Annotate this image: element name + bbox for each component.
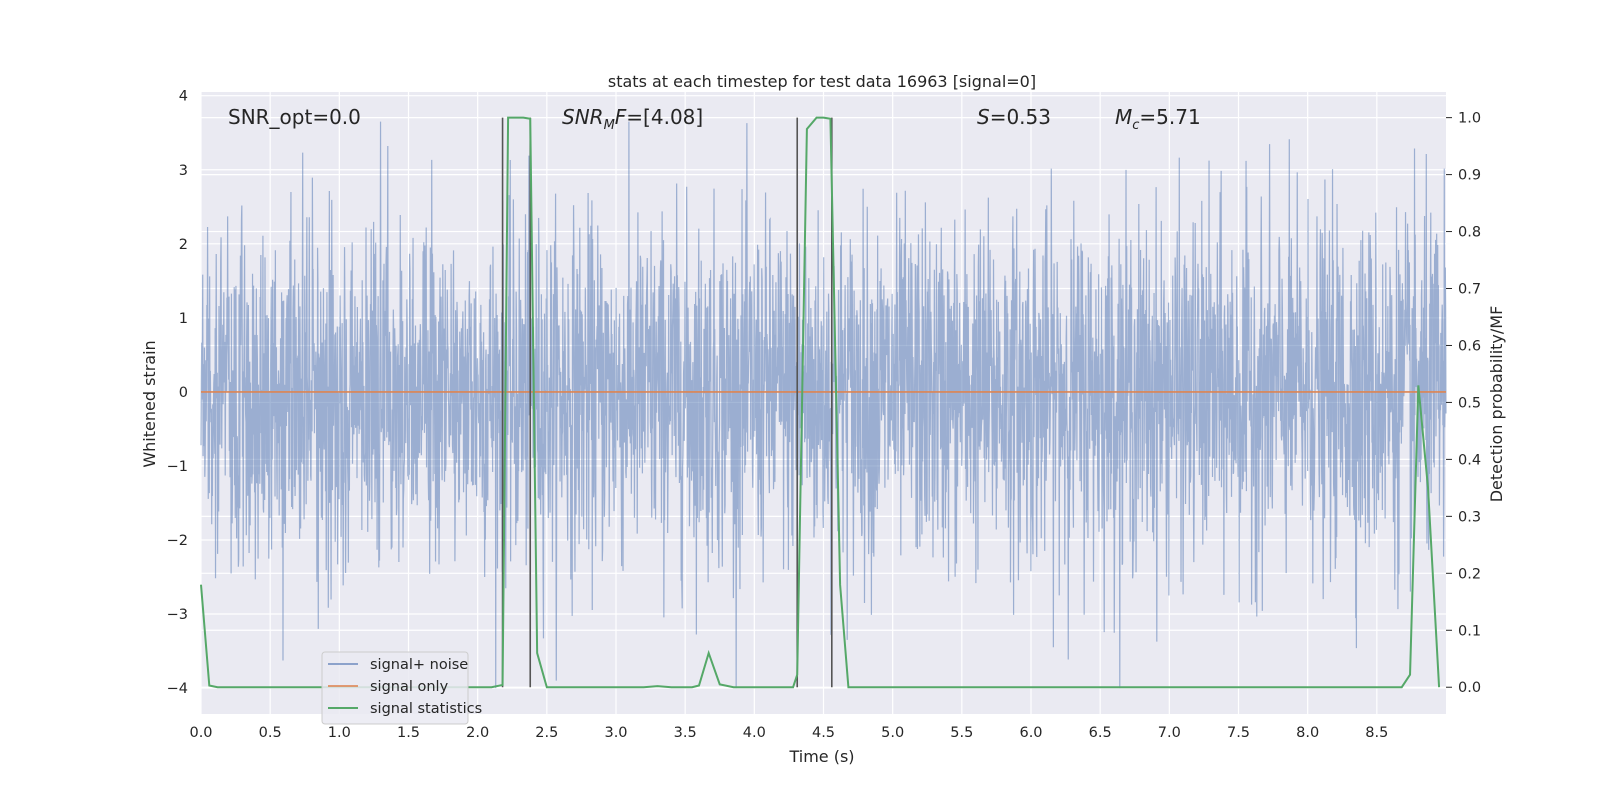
legend-box [321, 651, 469, 725]
x-tick-label: 4.5 [812, 725, 835, 741]
annotation-snr-mf: SNRMF=[4.08] [562, 105, 703, 133]
annotation-snr-opt: SNR_opt=0.0 [228, 105, 361, 129]
y-tick-label: −1 [167, 459, 188, 475]
x-axis-label: Time (s) [788, 747, 854, 766]
legend-label-signal-only: signal only [370, 679, 449, 695]
y-axis-label: Whitened strain [140, 340, 159, 467]
y2-tick-label: 0.2 [1458, 566, 1481, 582]
y2-axis-ticks: 1.0 0.9 0.8 0.7 0.6 0.5 0.4 0.3 0.2 0.1 0.0 [1446, 111, 1481, 696]
x-tick-label: 6.0 [1019, 725, 1042, 741]
vertical-markers [501, 117, 833, 688]
legend: signal+ noise signal only signal statist… [321, 651, 482, 725]
annotation-mc-subscript: c [1132, 118, 1139, 133]
x-tick-label: 1.0 [328, 725, 351, 741]
annotation-s: S=0.53 [977, 105, 1051, 129]
x-tick-label: 6.5 [1089, 725, 1112, 741]
x-tick-label: 8.0 [1296, 725, 1319, 741]
y2-tick-label: 0.7 [1458, 282, 1481, 298]
annotation-mc: Mc=5.71 [1115, 105, 1201, 133]
chart-title: stats at each timestep for test data 169… [608, 72, 1036, 91]
y2-tick-label: 0.8 [1458, 225, 1481, 241]
x-tick-label: 2.5 [535, 725, 558, 741]
annotation-snr-mf-symbol: SNR [562, 105, 604, 129]
annotation-s-symbol: S [977, 105, 990, 129]
x-tick-label: 7.5 [1227, 725, 1250, 741]
x-tick-label: 5.5 [950, 725, 973, 741]
y2-tick-label: 0.9 [1458, 168, 1481, 184]
annotation-mc-value: =5.71 [1139, 105, 1200, 129]
y-tick-label: 4 [179, 89, 188, 105]
y-tick-label: 2 [179, 237, 188, 253]
y2-tick-label: 0.5 [1458, 395, 1481, 411]
x-tick-label: 0.0 [189, 725, 212, 741]
signal-statistics-line [200, 116, 1441, 689]
annotation-snr-mf-subscript: M [604, 118, 615, 133]
x-tick-label: 3.0 [604, 725, 627, 741]
annotation-mc-symbol: M [1115, 105, 1132, 129]
legend-label-signal-statistics: signal statistics [370, 701, 482, 717]
annotation-snr-mf-value: =[4.08] [626, 105, 703, 129]
y-tick-label: −3 [167, 607, 188, 623]
x-tick-label: 4.0 [743, 725, 766, 741]
x-tick-label: 8.5 [1365, 725, 1388, 741]
x-axis-ticks: 0.0 0.5 1.0 1.5 2.0 2.5 3.0 3.5 4.0 4.5 5.0 5.5 6.0 6… [189, 725, 1388, 741]
signal-statistics-series [200, 116, 1441, 689]
y2-tick-label: 0.6 [1458, 338, 1481, 354]
x-tick-label: 3.5 [674, 725, 697, 741]
y-axis-ticks: 4 3 2 1 0 −1 −2 −3 −4 [167, 89, 188, 697]
y-tick-label: 1 [179, 311, 188, 327]
annotation-s-value: =0.53 [990, 105, 1051, 129]
y-tick-label: −2 [167, 533, 188, 549]
y2-tick-label: 0.0 [1458, 680, 1481, 696]
x-tick-label: 2.0 [466, 725, 489, 741]
y2-tick-label: 1.0 [1458, 111, 1481, 127]
x-tick-label: 5.0 [881, 725, 904, 741]
y-tick-label: 3 [179, 163, 188, 179]
y2-tick-label: 0.1 [1458, 623, 1481, 639]
legend-label-signal-noise: signal+ noise [370, 657, 468, 673]
x-tick-label: 7.0 [1158, 725, 1181, 741]
y2-axis-label: Detection probability/MF [1487, 306, 1506, 503]
y2-tick-label: 0.4 [1458, 452, 1481, 468]
x-tick-label: 0.5 [259, 725, 282, 741]
y2-tick-label: 0.3 [1458, 509, 1481, 525]
annotation-snr-mf-f: F [615, 105, 627, 129]
x-tick-label: 1.5 [397, 725, 420, 741]
y-tick-label: 0 [179, 385, 188, 401]
y-tick-label: −4 [167, 681, 188, 697]
